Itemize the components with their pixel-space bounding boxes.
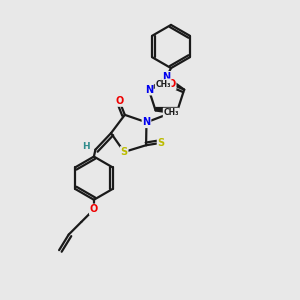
Text: O: O: [90, 204, 98, 214]
Text: CH₃: CH₃: [155, 80, 171, 89]
Text: N: N: [142, 117, 151, 127]
Text: CH₃: CH₃: [164, 108, 179, 117]
Text: S: S: [121, 147, 128, 157]
Text: O: O: [167, 79, 176, 89]
Text: N: N: [162, 72, 171, 82]
Text: N: N: [145, 85, 153, 95]
Text: S: S: [158, 138, 165, 148]
Text: O: O: [115, 96, 124, 106]
Text: H: H: [82, 142, 90, 151]
